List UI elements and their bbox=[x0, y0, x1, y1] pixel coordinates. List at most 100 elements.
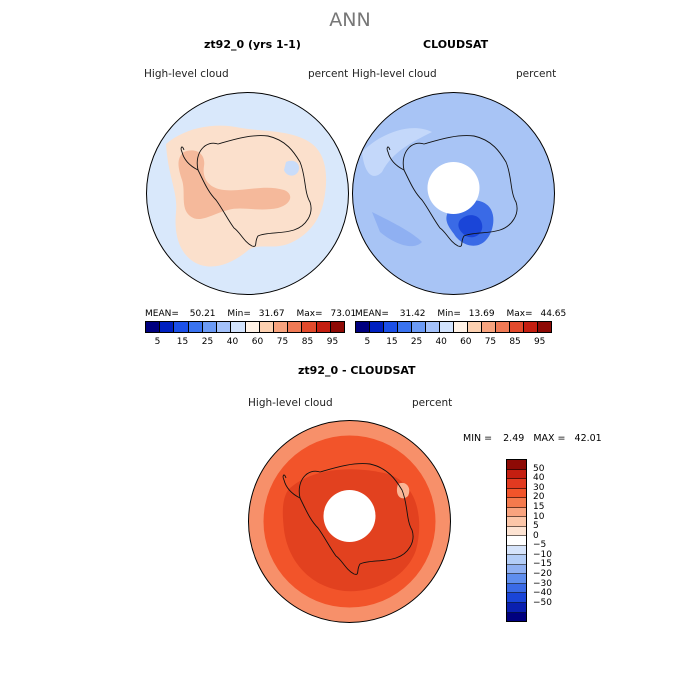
model-max-label: Max= bbox=[296, 309, 323, 319]
diff-min-value: 2.49 bbox=[503, 433, 525, 444]
obs-mid-patch bbox=[372, 212, 422, 247]
page-title: ANN bbox=[329, 9, 371, 31]
colorbar-tick-label: 60 bbox=[251, 337, 264, 347]
model-map-border bbox=[146, 92, 349, 295]
colorbar-swatch bbox=[217, 322, 232, 332]
colorbar-tick-label: −40 bbox=[533, 588, 552, 599]
colorbar-tick-label: 75 bbox=[276, 337, 289, 347]
model-min-value: 31.67 bbox=[258, 309, 285, 319]
colorbar-swatch bbox=[507, 583, 526, 594]
colorbar-swatch bbox=[507, 612, 526, 622]
colorbar-swatch bbox=[259, 322, 274, 332]
colorbar-swatch bbox=[330, 322, 345, 332]
colorbar-swatch bbox=[468, 322, 482, 332]
colorbar-tick-label: 85 bbox=[301, 337, 314, 347]
colorbar-swatch bbox=[496, 322, 510, 332]
obs-darkest-core bbox=[458, 215, 483, 238]
model-cloud-maximum bbox=[178, 150, 291, 220]
colorbar-tick-label: 95 bbox=[533, 337, 546, 347]
diff-variable-label: High-level cloud bbox=[248, 397, 333, 409]
colorbar-tick-label: −10 bbox=[533, 549, 552, 560]
model-colorbar bbox=[145, 321, 345, 333]
colorbar-tick-label: 25 bbox=[410, 337, 423, 347]
antarctic-peninsula bbox=[386, 146, 405, 171]
colorbar-swatch bbox=[538, 322, 551, 332]
model-mean-label: MEAN= bbox=[145, 309, 179, 319]
colorbar-tick-label: 15 bbox=[533, 501, 545, 512]
diff-panel-title: zt92_0 - CLOUDSAT bbox=[298, 364, 416, 377]
colorbar-swatch bbox=[507, 574, 526, 584]
colorbar-swatch bbox=[507, 555, 526, 565]
colorbar-swatch bbox=[146, 322, 161, 332]
colorbar-tick-label: 15 bbox=[386, 337, 398, 347]
colorbar-swatch bbox=[507, 460, 526, 470]
model-polar-map bbox=[146, 92, 349, 295]
colorbar-tick-label: 40 bbox=[533, 473, 545, 484]
diff-colorbar bbox=[506, 459, 527, 622]
colorbar-swatch bbox=[507, 526, 526, 537]
obs-mean-label: MEAN= bbox=[355, 309, 389, 319]
obs-max-value: 44.65 bbox=[540, 309, 567, 319]
colorbar-tick-label: 5 bbox=[154, 337, 161, 347]
obs-variable-label: High-level cloud bbox=[352, 68, 437, 80]
colorbar-swatch bbox=[273, 322, 289, 332]
colorbar-swatch bbox=[231, 322, 246, 332]
colorbar-swatch bbox=[288, 322, 303, 332]
colorbar-swatch bbox=[398, 322, 412, 332]
colorbar-swatch bbox=[160, 322, 175, 332]
colorbar-swatch bbox=[507, 488, 526, 499]
colorbar-tick-label: 85 bbox=[509, 337, 521, 347]
colorbar-swatch bbox=[302, 322, 317, 332]
colorbar-swatch bbox=[507, 545, 526, 556]
colorbar-tick-label: 5 bbox=[533, 521, 539, 532]
colorbar-swatch bbox=[188, 322, 203, 332]
model-max-value: 73.01 bbox=[330, 309, 357, 319]
diff-minmax: MIN = 2.49 MAX = 42.01 bbox=[463, 433, 602, 444]
model-variable-label: High-level cloud bbox=[144, 68, 229, 80]
colorbar-swatch bbox=[507, 517, 526, 527]
obs-polar-map bbox=[352, 92, 555, 295]
obs-max-label: Max= bbox=[506, 309, 533, 319]
colorbar-swatch bbox=[524, 322, 538, 332]
colorbar-tick-label: 60 bbox=[460, 337, 472, 347]
obs-mean-value: 31.42 bbox=[399, 309, 426, 319]
antarctic-peninsula bbox=[282, 474, 301, 499]
colorbar-tick-label: −5 bbox=[533, 540, 547, 551]
diff-units-label: percent bbox=[412, 397, 453, 409]
colorbar-swatch bbox=[426, 322, 440, 332]
colorbar-tick-label: −30 bbox=[533, 578, 552, 589]
colorbar-tick-label: 5 bbox=[364, 337, 371, 347]
obs-map-border bbox=[352, 92, 555, 295]
colorbar-tick-label: 95 bbox=[326, 337, 339, 347]
colorbar-tick-label: −50 bbox=[533, 597, 552, 608]
colorbar-swatch bbox=[316, 322, 331, 332]
diff-map-border bbox=[248, 420, 451, 623]
colorbar-swatch bbox=[507, 507, 526, 518]
colorbar-tick-label: 75 bbox=[484, 337, 497, 347]
colorbar-tick-label: 25 bbox=[201, 337, 214, 347]
colorbar-swatch bbox=[507, 593, 526, 603]
antarctica-coastline bbox=[196, 135, 312, 247]
diff-max-label: MAX = bbox=[533, 433, 566, 444]
diff-max-value: 42.01 bbox=[574, 433, 602, 444]
colorbar-swatch bbox=[482, 322, 496, 332]
colorbar-swatch bbox=[507, 469, 526, 480]
colorbar-tick-label: −15 bbox=[533, 559, 552, 570]
colorbar-swatch bbox=[384, 322, 398, 332]
obs-missing-data-pole bbox=[427, 162, 480, 214]
model-mean-value: 50.21 bbox=[189, 309, 216, 319]
colorbar-swatch bbox=[454, 322, 468, 332]
model-min-label: Min= bbox=[227, 309, 251, 319]
obs-min-label: Min= bbox=[437, 309, 461, 319]
model-cloud-minimum bbox=[284, 160, 300, 176]
obs-panel-title: CLOUDSAT bbox=[423, 38, 489, 51]
model-stats: MEAN= 50.21 Min= 31.67 Max= 73.01 bbox=[145, 309, 356, 319]
colorbar-tick-label: 10 bbox=[533, 511, 545, 522]
diff-missing-data-pole bbox=[323, 490, 376, 542]
colorbar-swatch bbox=[507, 498, 526, 508]
colorbar-tick-label: 50 bbox=[533, 463, 545, 474]
colorbar-swatch bbox=[370, 322, 384, 332]
colorbar-swatch bbox=[507, 602, 526, 613]
colorbar-tick-label: 15 bbox=[176, 337, 189, 347]
colorbar-swatch bbox=[510, 322, 524, 332]
